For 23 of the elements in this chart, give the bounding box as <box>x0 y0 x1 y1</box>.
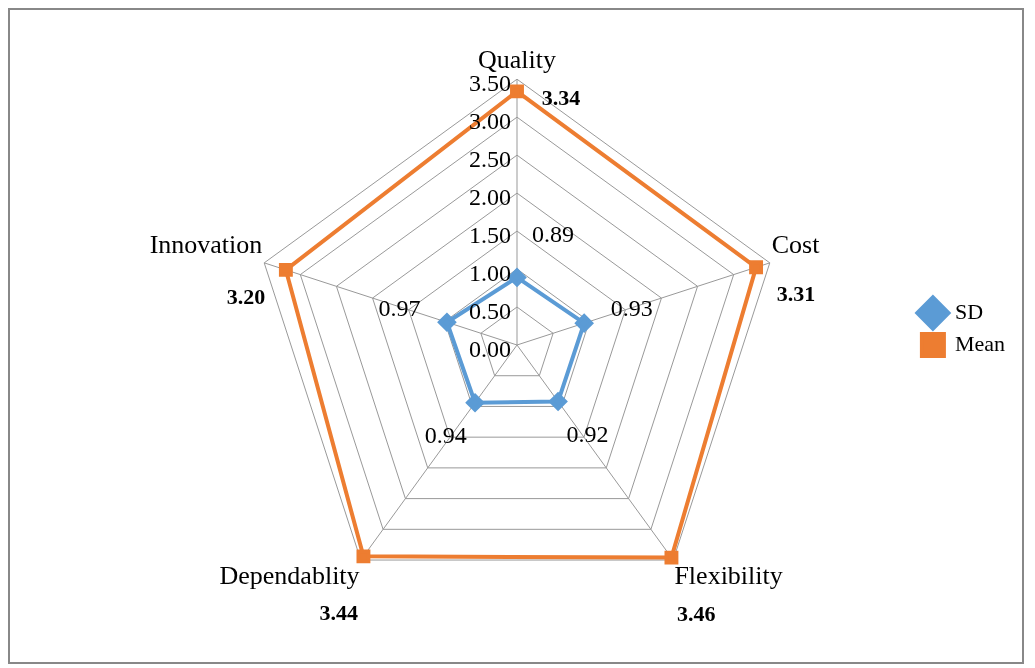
spoke-label: Quality <box>478 45 556 75</box>
data-label: 3.44 <box>319 600 359 626</box>
data-label: 3.46 <box>676 601 716 627</box>
y-tick-label: 0.00 <box>469 336 511 363</box>
data-label: 0.89 <box>532 220 574 247</box>
spoke-label: Innovation <box>149 230 263 260</box>
data-label: 3.20 <box>226 283 266 309</box>
y-tick-label: 2.00 <box>469 184 511 211</box>
y-tick-label: 0.50 <box>469 298 511 325</box>
legend-label: SD <box>954 298 984 324</box>
data-label: 3.34 <box>541 85 581 111</box>
data-label: 0.97 <box>378 294 421 321</box>
data-label: 3.31 <box>776 281 816 307</box>
spoke-label: Dependablity <box>219 561 360 591</box>
y-tick-label: 1.00 <box>469 260 511 287</box>
spoke-label: Cost <box>771 230 821 260</box>
data-label: 0.92 <box>566 420 609 447</box>
data-label: 0.94 <box>424 422 467 449</box>
legend-label: Mean <box>954 330 1005 356</box>
data-label: 0.93 <box>610 295 653 322</box>
y-tick-label: 1.50 <box>469 222 511 249</box>
spoke-label: Flexibility <box>674 561 783 591</box>
y-tick-label: 2.50 <box>469 146 511 173</box>
